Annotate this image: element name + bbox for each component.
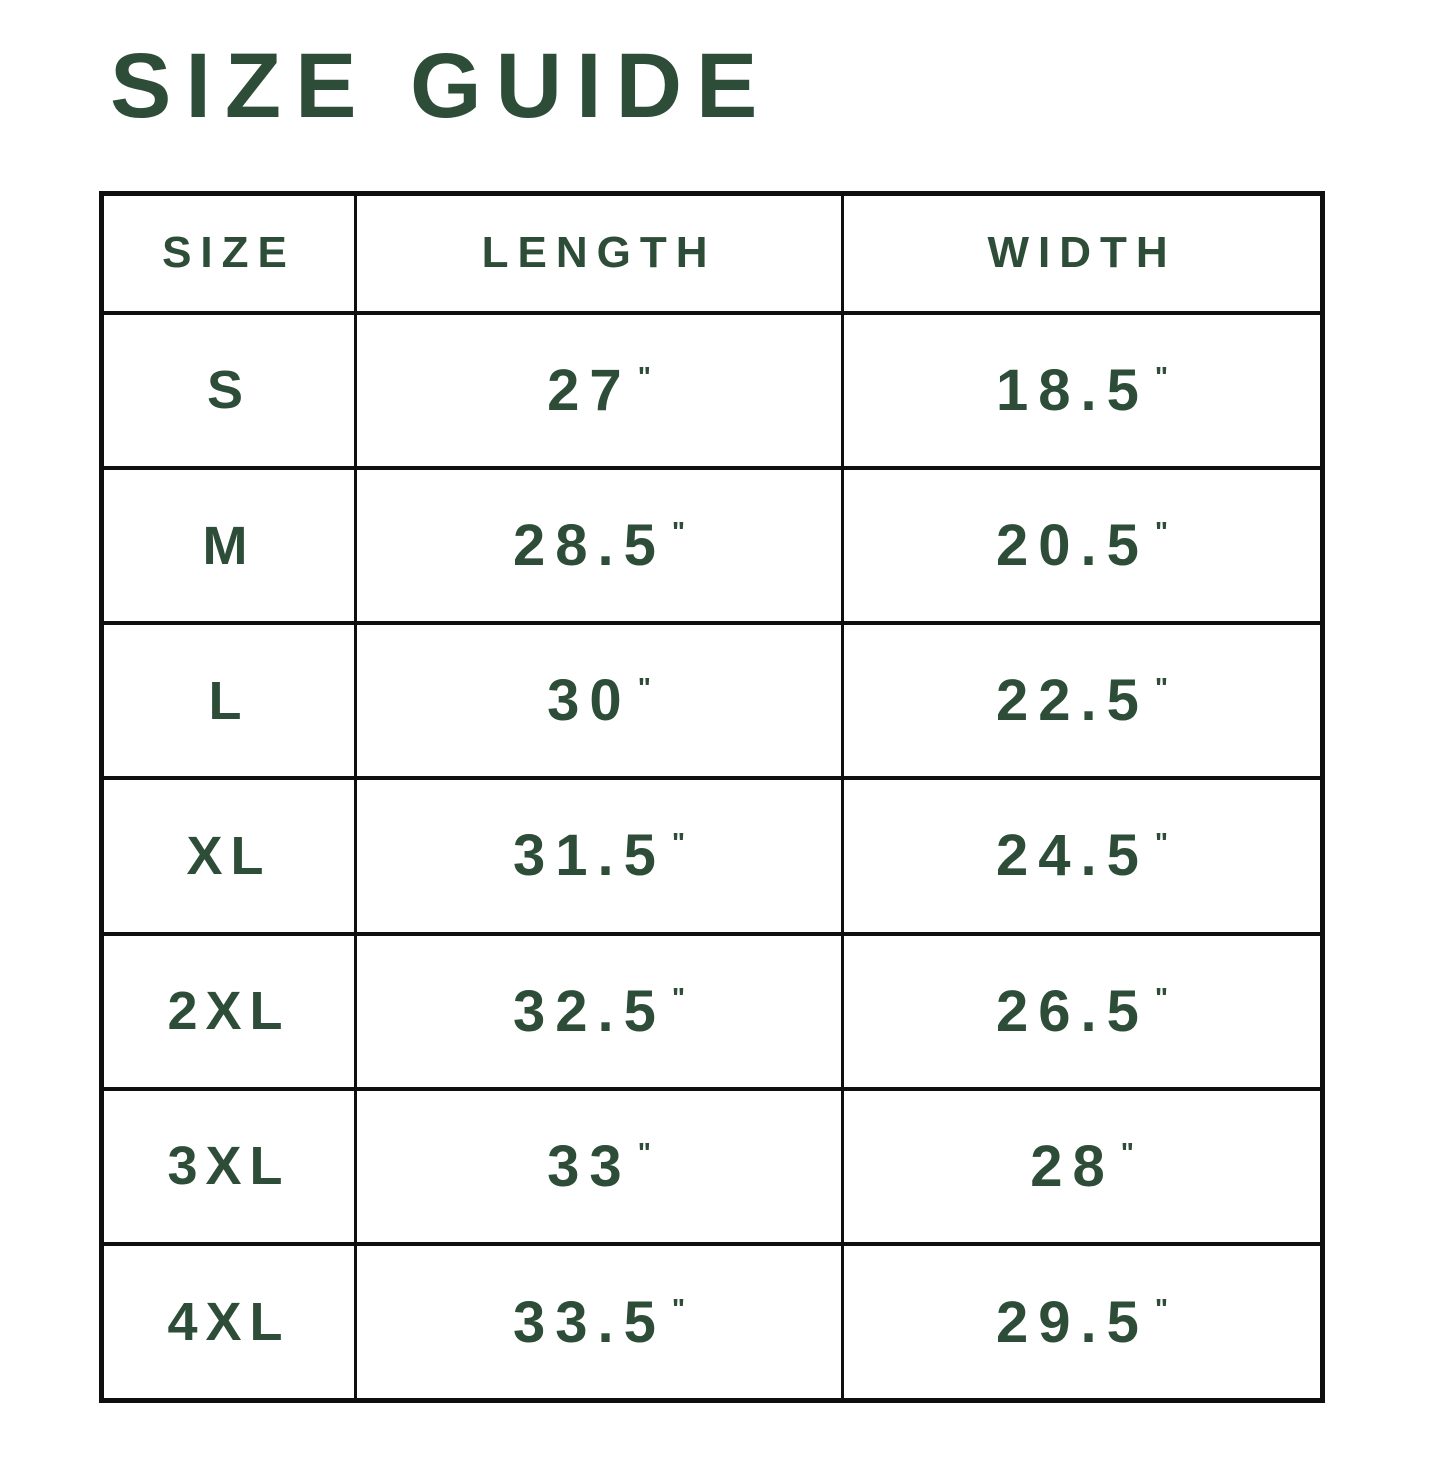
inch-mark: "	[1154, 1292, 1169, 1324]
table-row-3xl: 3XL 33 " 28 "	[100, 1086, 1324, 1247]
table-row-s: S 27 " 18.5 "	[100, 310, 1324, 470]
width-cell: 24.5 "	[841, 776, 1324, 936]
header-length: LENGTH	[353, 191, 845, 315]
length-cell: 27 "	[353, 310, 845, 470]
inch-mark: "	[1154, 826, 1169, 858]
length-value: 30	[547, 668, 632, 734]
size-value: 2XL	[167, 981, 291, 1042]
inch-mark: "	[1154, 361, 1169, 393]
size-value: M	[202, 515, 256, 576]
size-cell: XL	[100, 776, 357, 936]
header-width: WIDTH	[841, 191, 1324, 315]
inch-mark: "	[637, 1137, 651, 1169]
size-value: L	[208, 670, 250, 731]
header-size: SIZE	[100, 191, 357, 315]
length-cell: 33 "	[353, 1086, 845, 1247]
header-row: SIZE LENGTH WIDTH	[100, 191, 1324, 315]
size-cell: L	[100, 621, 357, 781]
length-value: 31.5	[512, 823, 666, 889]
width-cell: 22.5 "	[841, 621, 1324, 781]
size-value: S	[206, 360, 251, 421]
width-value: 29.5	[996, 1289, 1149, 1355]
length-cell: 30 "	[353, 621, 845, 781]
width-value: 28	[1030, 1133, 1115, 1199]
table-row-2xl: 2XL 32.5 " 26.5 "	[100, 931, 1324, 1091]
size-value: 3XL	[167, 1136, 291, 1197]
size-guide-table: SIZE LENGTH WIDTH S 27 " 18.5 " M 28.5 " 20…	[99, 191, 1325, 1403]
width-value: 22.5	[996, 668, 1149, 734]
inch-mark: "	[1154, 516, 1169, 548]
length-value: 27	[547, 357, 632, 423]
width-cell: 29.5 "	[841, 1242, 1324, 1403]
length-value: 32.5	[512, 978, 666, 1044]
inch-mark: "	[671, 826, 686, 858]
inch-mark: "	[1120, 1137, 1134, 1169]
length-value: 28.5	[512, 513, 666, 578]
width-value: 24.5	[996, 823, 1149, 889]
table-row-l: L 30 " 22.5 "	[100, 621, 1324, 781]
width-cell: 20.5 "	[841, 465, 1324, 626]
inch-mark: "	[671, 982, 686, 1014]
inch-mark: "	[637, 361, 651, 393]
inch-mark: "	[1154, 982, 1169, 1014]
width-cell: 26.5 "	[841, 931, 1324, 1091]
length-value: 33.5	[512, 1289, 666, 1355]
width-value: 18.5	[996, 357, 1149, 423]
inch-mark: "	[671, 516, 686, 548]
length-cell: 33.5 "	[353, 1242, 845, 1403]
inch-mark: "	[637, 671, 651, 703]
length-cell: 32.5 "	[353, 931, 845, 1091]
width-cell: 18.5 "	[841, 310, 1324, 470]
width-cell: 28 "	[841, 1086, 1324, 1247]
page-title: SIZE GUIDE	[110, 35, 772, 137]
length-cell: 31.5 "	[353, 776, 845, 936]
width-value: 20.5	[996, 513, 1149, 578]
size-cell: S	[100, 310, 357, 470]
table-row-m: M 28.5 " 20.5 "	[100, 465, 1324, 626]
size-cell: 4XL	[100, 1242, 357, 1403]
inch-mark: "	[671, 1292, 686, 1324]
size-cell: M	[100, 465, 357, 626]
size-value: 4XL	[167, 1292, 291, 1353]
table-row-xl: XL 31.5 " 24.5 "	[100, 776, 1324, 936]
inch-mark: "	[1154, 671, 1169, 703]
length-cell: 28.5 "	[353, 465, 845, 626]
size-cell: 2XL	[100, 931, 357, 1091]
length-value: 33	[547, 1133, 632, 1199]
size-value: XL	[186, 825, 272, 886]
width-value: 26.5	[996, 978, 1149, 1044]
table-row-4xl: 4XL 33.5 " 29.5 "	[100, 1242, 1324, 1403]
size-cell: 3XL	[100, 1086, 357, 1247]
